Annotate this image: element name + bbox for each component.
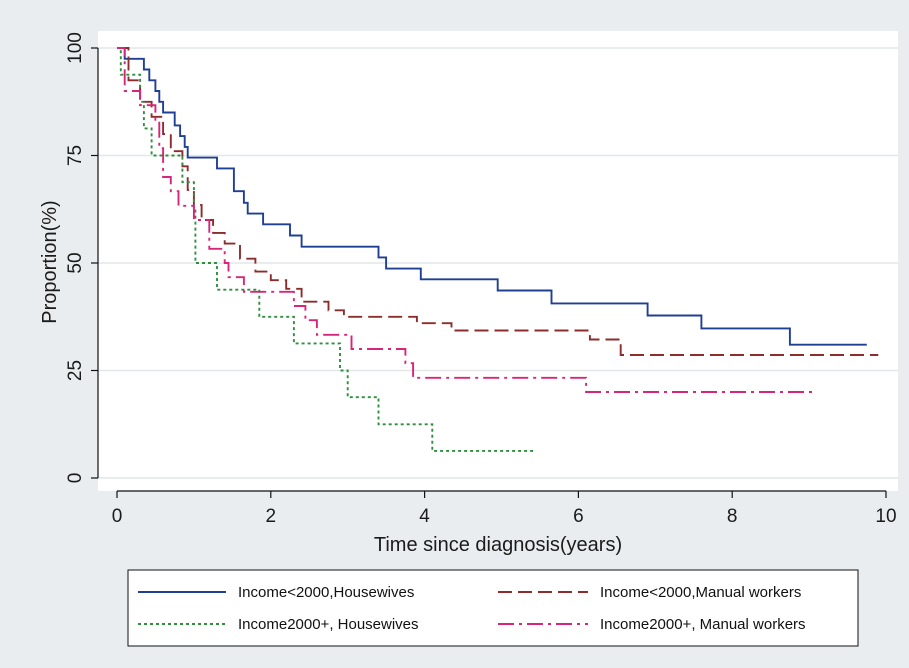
x-tick-label: 4 — [419, 506, 430, 527]
y-tick-label: 0 — [65, 473, 86, 484]
series-lines — [117, 47, 879, 452]
y-tick-label: 50 — [65, 252, 86, 273]
x-tick-label: 10 — [875, 506, 896, 527]
axes: 0 25 50 75 100 0 2 4 6 8 10 — [65, 32, 897, 527]
legend-label-1: Income<2000,Housewives — [238, 584, 414, 601]
x-axis-title: Time since diagnosis(years) — [374, 534, 622, 556]
legend-label-3: Income2000+, Housewives — [238, 616, 419, 633]
series-line-3 — [117, 47, 537, 452]
legend: Income<2000,Housewives Income<2000,Manual… — [127, 569, 859, 647]
plot-area — [98, 31, 898, 491]
legend-label-4: Income2000+, Manual workers — [600, 616, 806, 633]
legend-label-2: Income<2000,Manual workers — [600, 584, 801, 601]
legend-box — [127, 569, 859, 647]
x-tick-label: 8 — [727, 506, 738, 527]
x-tick-label: 0 — [112, 506, 123, 527]
y-tick-label: 100 — [65, 32, 86, 64]
series-line-2 — [117, 47, 879, 356]
y-axis-title: Proportion(%) — [39, 200, 61, 323]
y-tick-label: 75 — [65, 145, 86, 166]
series-line-4 — [117, 47, 813, 393]
grid-lines — [98, 47, 898, 479]
x-tick-label: 2 — [266, 506, 277, 527]
x-tick-label: 6 — [573, 506, 584, 527]
y-tick-label: 25 — [65, 360, 86, 381]
series-line-1 — [117, 47, 867, 346]
